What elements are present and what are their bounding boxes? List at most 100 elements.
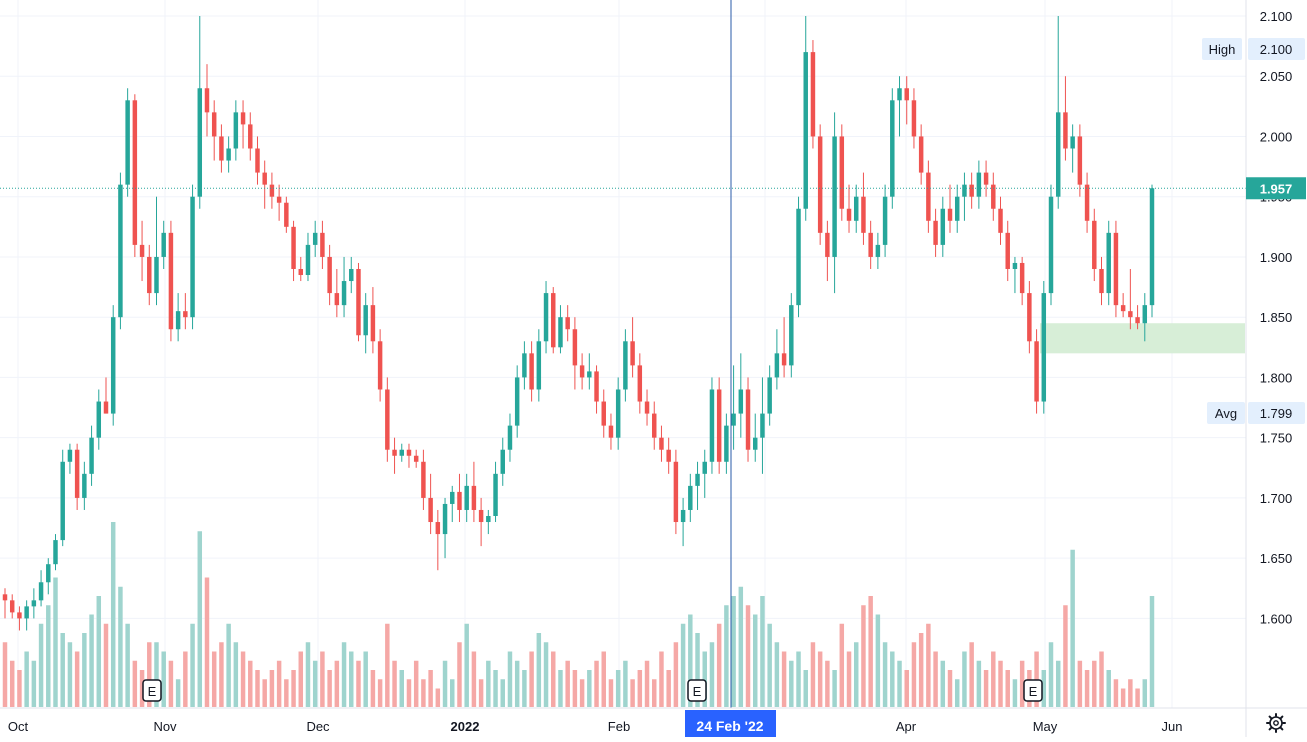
candle-body[interactable]	[211, 112, 217, 137]
candle-body[interactable]	[1048, 196, 1054, 294]
candle-body[interactable]	[457, 491, 462, 510]
candle-body[interactable]	[197, 88, 203, 197]
candle-body[interactable]	[731, 413, 736, 426]
candle-body[interactable]	[774, 353, 780, 378]
candle-body[interactable]	[385, 389, 390, 450]
candle-body[interactable]	[976, 172, 982, 197]
candle-body[interactable]	[702, 461, 707, 474]
candle-body[interactable]	[587, 371, 592, 378]
candle-body[interactable]	[154, 256, 159, 294]
candle-body[interactable]	[962, 184, 967, 197]
candle-body[interactable]	[428, 497, 433, 523]
candle-body[interactable]	[53, 540, 58, 565]
candle-body[interactable]	[96, 401, 102, 438]
candle-body[interactable]	[1135, 317, 1140, 324]
candle-body[interactable]	[890, 100, 895, 197]
candle-body[interactable]	[2, 594, 8, 601]
candle-body[interactable]	[1034, 341, 1039, 402]
candle-body[interactable]	[637, 365, 643, 402]
candle-body[interactable]	[954, 196, 960, 221]
candle-body[interactable]	[652, 413, 657, 438]
candle-body[interactable]	[110, 317, 116, 414]
candle-body[interactable]	[89, 437, 94, 474]
candle-body[interactable]	[983, 172, 989, 185]
candle-body[interactable]	[810, 52, 816, 137]
candle-body[interactable]	[320, 232, 325, 257]
candle-body[interactable]	[363, 305, 368, 336]
candle-body[interactable]	[572, 329, 578, 366]
candle-body[interactable]	[594, 371, 599, 402]
candle-body[interactable]	[190, 196, 195, 318]
candle-body[interactable]	[1099, 268, 1104, 294]
candle-body[interactable]	[615, 389, 621, 438]
candle-body[interactable]	[24, 606, 29, 619]
candle-body[interactable]	[911, 100, 917, 137]
candle-body[interactable]	[969, 184, 974, 197]
candle-body[interactable]	[839, 136, 845, 209]
candle-body[interactable]	[1012, 262, 1018, 269]
candle-body[interactable]	[673, 461, 679, 523]
candle-body[interactable]	[262, 172, 267, 185]
candle-body[interactable]	[1092, 220, 1097, 269]
candle-body[interactable]	[601, 401, 606, 426]
candle-body[interactable]	[738, 389, 744, 414]
candle-body[interactable]	[853, 196, 859, 221]
candle-body[interactable]	[464, 485, 469, 510]
candle-body[interactable]	[724, 425, 729, 462]
candle-body[interactable]	[817, 136, 823, 233]
candle-body[interactable]	[709, 389, 715, 462]
candle-body[interactable]	[269, 184, 275, 197]
candle-body[interactable]	[421, 461, 426, 498]
candle-body[interactable]	[486, 516, 491, 523]
candle-body[interactable]	[312, 232, 318, 245]
candle-body[interactable]	[796, 208, 801, 306]
candle-body[interactable]	[565, 317, 570, 330]
candle-body[interactable]	[1128, 311, 1133, 318]
candle-body[interactable]	[183, 311, 188, 318]
candle-body[interactable]	[298, 268, 304, 276]
candle-body[interactable]	[175, 311, 181, 330]
candle-body[interactable]	[933, 220, 938, 245]
candle-body[interactable]	[991, 184, 996, 209]
candle-body[interactable]	[233, 112, 239, 149]
candle-body[interactable]	[644, 401, 650, 414]
candle-body[interactable]	[861, 196, 866, 233]
candle-body[interactable]	[9, 600, 15, 613]
candle-body[interactable]	[551, 293, 556, 348]
candle-body[interactable]	[897, 88, 902, 101]
candle-body[interactable]	[442, 503, 448, 535]
candle-body[interactable]	[1142, 305, 1148, 324]
candle-body[interactable]	[370, 305, 376, 342]
candle-body[interactable]	[67, 449, 73, 462]
candle-body[interactable]	[666, 449, 671, 462]
candle-body[interactable]	[1077, 136, 1083, 185]
candle-body[interactable]	[904, 88, 909, 101]
candle-body[interactable]	[17, 612, 22, 619]
candle-body[interactable]	[832, 136, 837, 257]
candle-body[interactable]	[947, 208, 953, 221]
candle-body[interactable]	[918, 136, 924, 173]
gear-icon[interactable]	[1266, 713, 1286, 733]
candle-body[interactable]	[1120, 305, 1126, 312]
candle-body[interactable]	[413, 455, 419, 462]
candle-body[interactable]	[103, 401, 109, 414]
candle-body[interactable]	[125, 100, 130, 185]
candle-body[interactable]	[147, 256, 152, 294]
candle-body[interactable]	[478, 509, 484, 523]
candle-body[interactable]	[38, 582, 44, 601]
candle-body[interactable]	[132, 100, 138, 245]
candle-body[interactable]	[60, 461, 65, 541]
candle-body[interactable]	[659, 437, 664, 450]
candle-body[interactable]	[435, 522, 441, 535]
candle-body[interactable]	[204, 88, 210, 113]
candle-body[interactable]	[168, 232, 174, 330]
earnings-marker[interactable]: E	[1023, 679, 1043, 702]
candle-body[interactable]	[118, 184, 123, 318]
earnings-marker[interactable]: E	[687, 679, 707, 702]
candle-body[interactable]	[882, 196, 888, 245]
candle-body[interactable]	[1106, 232, 1111, 294]
candle-body[interactable]	[349, 268, 354, 282]
candle-body[interactable]	[781, 353, 787, 366]
candle-body[interactable]	[998, 208, 1003, 233]
